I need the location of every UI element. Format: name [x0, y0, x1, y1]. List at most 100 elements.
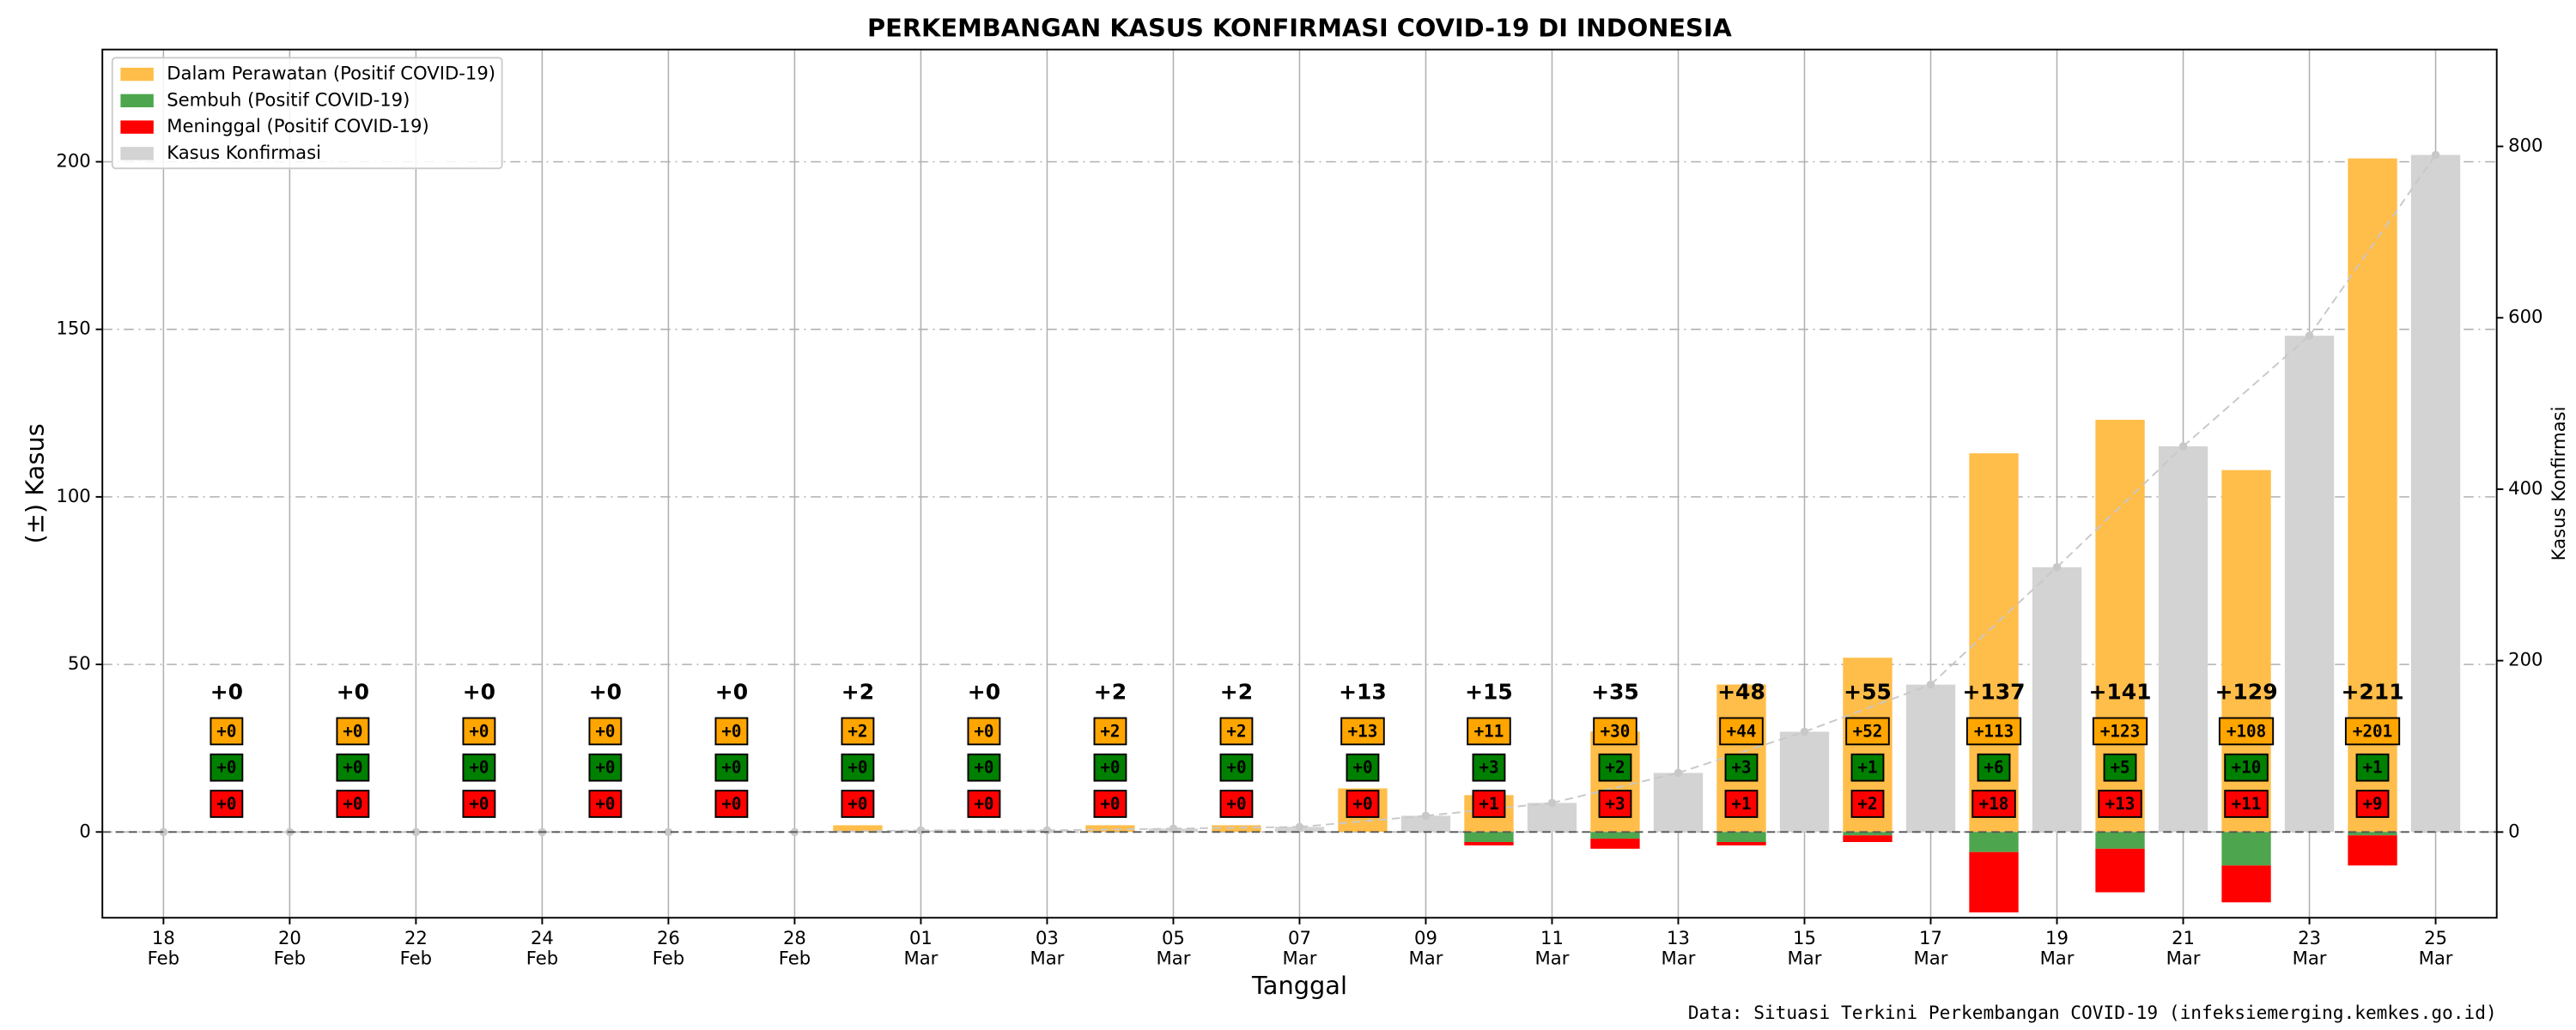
confirmed-bar: [1400, 815, 1451, 833]
value-label: +13: [1348, 721, 1378, 741]
label-box: [1346, 790, 1380, 818]
label-box: [210, 790, 244, 818]
confirmed-bar: [2410, 154, 2461, 833]
trend-segment: [1678, 730, 1805, 774]
x-tick-label: 03 Mar: [1030, 927, 1064, 968]
value-label: +1: [1731, 794, 1751, 814]
y-tick-label: 0: [79, 820, 90, 841]
bar: [2348, 832, 2397, 836]
y-tick-label: 150: [56, 318, 90, 339]
value-label: +123: [2100, 721, 2140, 741]
label-box: [1845, 717, 1890, 746]
daily-total-label: +2: [1220, 680, 1253, 705]
value-label: +108: [2227, 721, 2266, 741]
x-tick-label: 15 Mar: [1788, 927, 1822, 968]
x-tick-label: 25 Mar: [2419, 927, 2453, 968]
x-tick-label: 22 Feb: [400, 927, 432, 968]
legend-label: Kasus Konfirmasi: [167, 142, 321, 163]
daily-total-label: +2: [841, 680, 874, 705]
label-box: [1472, 753, 1506, 782]
daily-total-label: +0: [337, 680, 369, 705]
trend-point: [1169, 824, 1178, 833]
trend-segment: [2182, 335, 2311, 447]
y2-axis-label: Kasus Konfirmasi: [2548, 407, 2569, 561]
y-tick-label: 100: [56, 485, 90, 506]
value-label: +13: [2105, 794, 2136, 814]
bar: [1843, 835, 1893, 842]
label-box: [714, 790, 749, 818]
daily-total-label: +211: [2341, 680, 2403, 705]
label-box: [2092, 717, 2148, 746]
label-box: [1340, 717, 1385, 746]
label-box: [1598, 790, 1632, 818]
confirmed-bar: [1653, 772, 1704, 833]
legend-swatch: [120, 120, 154, 134]
label-box: [1093, 753, 1127, 782]
daily-total-label: +129: [2215, 680, 2277, 705]
label-box: [1219, 790, 1254, 818]
legend-swatch: [120, 94, 154, 107]
daily-total-label: +141: [2088, 680, 2151, 705]
legend-swatch: [120, 147, 154, 161]
label-box: [841, 717, 875, 746]
value-label: +10: [2232, 758, 2262, 778]
value-label: +0: [216, 758, 236, 778]
daily-total-label: +55: [1844, 680, 1892, 705]
label-box: [336, 753, 370, 782]
label-box: [1467, 717, 1511, 746]
label-box: [462, 790, 496, 818]
value-label: +0: [469, 721, 489, 741]
bar: [1716, 841, 1766, 845]
lines-layer: [102, 150, 2497, 837]
x-tick-label: 13 Mar: [1662, 927, 1696, 968]
legend-label: Dalam Perawatan (Positif COVID-19): [167, 63, 495, 84]
label-box: [1977, 753, 2011, 782]
bar: [1969, 832, 2019, 852]
label-box: [1724, 790, 1759, 818]
daily-total-label: +2: [1094, 680, 1127, 705]
bar: [1464, 841, 1514, 845]
value-label: +5: [2110, 758, 2129, 778]
label-box: [1346, 753, 1380, 782]
label-box: [1093, 717, 1127, 746]
x-tick-label: 23 Mar: [2293, 927, 2327, 968]
value-label: +0: [595, 794, 615, 814]
chart-title: PERKEMBANGAN KASUS KONFIRMASI COVID-19 D…: [867, 14, 1733, 43]
daily-total-label: +0: [968, 680, 1000, 705]
label-box: [1850, 753, 1885, 782]
value-label: +11: [2232, 794, 2262, 814]
x-tick-label: 18 Feb: [148, 927, 179, 968]
value-label: +52: [1853, 721, 1883, 741]
trend-segment: [1929, 566, 2058, 686]
value-label: +0: [1226, 758, 1246, 778]
label-box: [967, 790, 1001, 818]
label-box: [462, 717, 496, 746]
label-box: [210, 753, 244, 782]
label-box: [1719, 717, 1764, 746]
label-box: [2344, 717, 2401, 746]
value-label: +3: [1479, 758, 1498, 778]
label-box: [1219, 753, 1254, 782]
bar: [2095, 832, 2145, 849]
legend-frame: [111, 57, 503, 170]
bar: [1464, 832, 1514, 842]
value-label: +11: [1474, 721, 1504, 741]
value-label: +0: [848, 758, 867, 778]
value-label: +0: [343, 794, 362, 814]
plot-frame: [101, 48, 2498, 919]
x-tick-label: 21 Mar: [2166, 927, 2201, 968]
bars-layer: [833, 154, 2461, 912]
label-box: [588, 753, 623, 782]
trend-segment: [2056, 445, 2184, 568]
confirmed-bar: [1779, 731, 1830, 833]
x-tick-label: 05 Mar: [1157, 927, 1191, 968]
label-box: [2224, 790, 2269, 818]
value-label: +3: [1731, 758, 1751, 778]
trend-segment: [794, 829, 921, 833]
label-box: [967, 717, 1001, 746]
x-tick-label: 17 Mar: [1914, 927, 1948, 968]
label-box: [2355, 753, 2390, 782]
value-label: +1: [1479, 794, 1498, 814]
value-label: +1: [1857, 758, 1877, 778]
